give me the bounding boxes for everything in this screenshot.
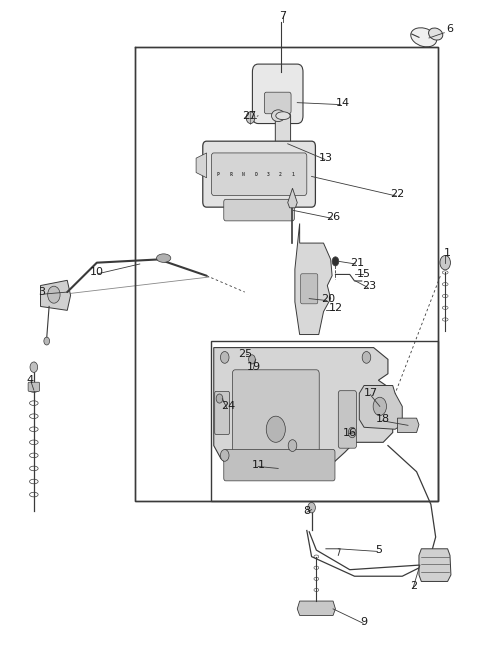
FancyBboxPatch shape <box>264 92 291 113</box>
Text: 11: 11 <box>252 460 266 470</box>
Text: 20: 20 <box>321 294 336 304</box>
Text: 21: 21 <box>350 258 364 268</box>
FancyBboxPatch shape <box>224 449 335 481</box>
Text: 26: 26 <box>326 212 340 222</box>
Circle shape <box>440 255 450 270</box>
Circle shape <box>373 398 386 415</box>
FancyBboxPatch shape <box>215 392 229 434</box>
FancyBboxPatch shape <box>224 199 294 221</box>
Text: N: N <box>242 172 245 177</box>
Text: 22: 22 <box>390 189 405 199</box>
Text: 23: 23 <box>362 281 376 291</box>
Text: 18: 18 <box>376 415 390 424</box>
Text: 1: 1 <box>444 248 451 258</box>
Circle shape <box>44 337 49 345</box>
Text: 14: 14 <box>336 98 349 108</box>
Text: 9: 9 <box>360 617 368 627</box>
Circle shape <box>220 352 229 363</box>
Circle shape <box>216 394 223 403</box>
Polygon shape <box>40 280 71 310</box>
Text: 16: 16 <box>343 428 357 438</box>
Circle shape <box>348 427 356 438</box>
Text: P: P <box>217 172 220 177</box>
FancyBboxPatch shape <box>252 64 303 123</box>
FancyBboxPatch shape <box>203 141 315 207</box>
FancyBboxPatch shape <box>338 391 357 448</box>
Text: 24: 24 <box>221 401 235 411</box>
Circle shape <box>362 352 371 363</box>
Text: 5: 5 <box>375 545 382 555</box>
FancyBboxPatch shape <box>300 274 318 304</box>
Text: 2: 2 <box>279 172 282 177</box>
Ellipse shape <box>429 28 443 40</box>
Text: 15: 15 <box>357 270 371 279</box>
Polygon shape <box>214 348 393 475</box>
Text: 6: 6 <box>446 24 454 34</box>
Text: 3: 3 <box>38 287 46 297</box>
FancyBboxPatch shape <box>276 113 290 148</box>
Polygon shape <box>196 153 206 178</box>
Text: 13: 13 <box>319 153 333 163</box>
Circle shape <box>30 362 37 373</box>
Circle shape <box>288 440 297 451</box>
Text: 1: 1 <box>291 172 294 177</box>
Text: 27: 27 <box>242 111 257 121</box>
Circle shape <box>246 112 255 123</box>
Text: D: D <box>254 172 257 177</box>
Circle shape <box>308 502 315 513</box>
Circle shape <box>266 416 285 442</box>
Text: 17: 17 <box>364 388 378 398</box>
Text: 12: 12 <box>328 304 343 314</box>
Polygon shape <box>297 601 336 615</box>
Ellipse shape <box>411 28 437 47</box>
Circle shape <box>220 449 229 461</box>
FancyBboxPatch shape <box>211 153 307 195</box>
Polygon shape <box>295 224 332 335</box>
Circle shape <box>332 256 339 266</box>
Text: 3: 3 <box>267 172 270 177</box>
Text: 19: 19 <box>247 362 262 372</box>
Polygon shape <box>397 418 419 432</box>
Text: R: R <box>229 172 232 177</box>
Ellipse shape <box>272 110 285 121</box>
Circle shape <box>249 355 255 364</box>
Text: 7: 7 <box>279 10 287 21</box>
Polygon shape <box>360 386 402 429</box>
FancyBboxPatch shape <box>232 370 319 462</box>
Text: 25: 25 <box>238 349 252 359</box>
Polygon shape <box>288 188 297 208</box>
FancyBboxPatch shape <box>28 382 39 392</box>
Text: 8: 8 <box>303 506 311 516</box>
Polygon shape <box>419 549 451 581</box>
Text: 10: 10 <box>90 268 104 277</box>
Text: 4: 4 <box>26 375 34 385</box>
Ellipse shape <box>156 254 171 262</box>
Text: 2: 2 <box>410 581 418 591</box>
Circle shape <box>48 286 60 303</box>
Ellipse shape <box>276 112 290 119</box>
